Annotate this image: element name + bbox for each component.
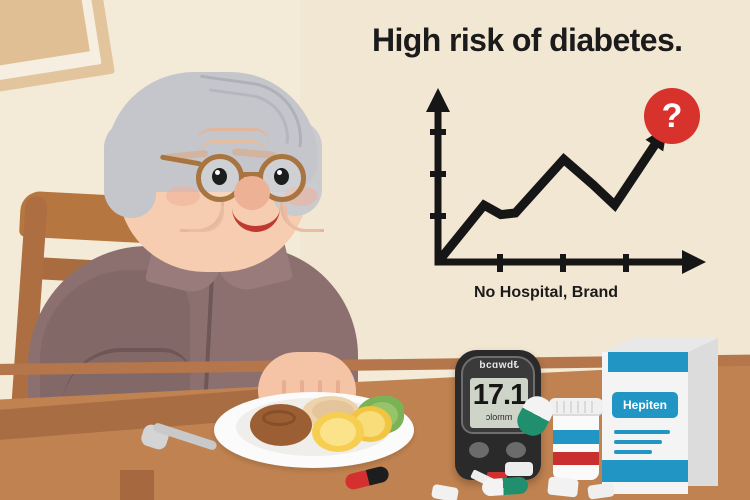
medicine-box-label: Hepiten xyxy=(612,392,678,418)
chart-trend-line xyxy=(434,129,667,265)
cap-rib-2 xyxy=(563,401,565,413)
lemon-slice-front-pulp xyxy=(320,418,356,446)
chart-y-ticks xyxy=(430,129,446,219)
pill-bottle-label-red-stripe xyxy=(553,452,599,465)
cap-rib-3 xyxy=(570,401,572,413)
nose xyxy=(234,176,270,210)
smiling-mouth xyxy=(232,206,280,232)
medicine-box-top-band xyxy=(608,352,688,372)
meat-patty-highlight xyxy=(262,410,296,426)
chart-x-ticks xyxy=(497,254,629,272)
page-subtitle: No Hospital, Brand xyxy=(474,284,619,301)
cap-rib-1 xyxy=(556,401,558,413)
medicine-box-bottom-band xyxy=(602,460,688,482)
cap-rib-4 xyxy=(577,401,579,413)
glucose-meter-button-right[interactable] xyxy=(506,442,526,458)
capsule-green xyxy=(481,476,529,497)
glucose-meter-brand-text: Ɉbwɒɔd xyxy=(478,360,520,371)
tablet-2 xyxy=(505,462,533,476)
pill-bottle-label-blue-stripe xyxy=(553,430,599,444)
chart-y-axis-arrowhead xyxy=(426,88,450,112)
pill-bottle-cap xyxy=(549,398,603,416)
cap-rib-6 xyxy=(591,401,593,413)
risk-trend-chart xyxy=(426,88,706,274)
pill-bottle-body xyxy=(553,410,599,480)
table-leg xyxy=(120,470,154,500)
eye-glint-right xyxy=(277,170,282,175)
box-text-line-1 xyxy=(614,430,670,434)
cheek-line-right-2 xyxy=(284,206,320,232)
eye-glint-left xyxy=(215,170,220,175)
cap-rib-5 xyxy=(584,401,586,413)
question-mark-badge: ? xyxy=(644,88,700,144)
medicine-box-side xyxy=(688,338,718,486)
box-text-line-3 xyxy=(614,450,652,454)
arm-fold-crease xyxy=(62,348,192,418)
glucose-meter-button-left[interactable] xyxy=(469,442,489,458)
glasses-bridge xyxy=(242,172,262,177)
box-text-line-2 xyxy=(614,440,662,444)
forehead-wrinkle-2 xyxy=(200,140,266,154)
wall-right-panel xyxy=(300,0,750,360)
cheek-line-left-2 xyxy=(188,206,224,232)
glucose-reading-value: 17.1 xyxy=(472,379,526,411)
page-title: High risk of diabetes. xyxy=(372,22,683,58)
chart-x-axis-arrowhead xyxy=(682,250,706,274)
medicine-box-top xyxy=(602,338,718,352)
tablet-1 xyxy=(547,476,579,498)
forehead-wrinkle xyxy=(196,128,270,144)
